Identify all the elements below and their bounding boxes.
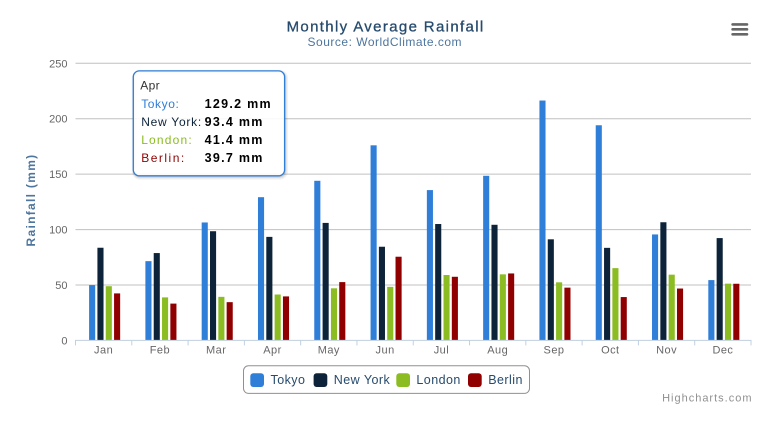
svg-text:250: 250 — [49, 58, 67, 70]
svg-text:Feb: Feb — [150, 345, 170, 357]
svg-text:93.4 mm: 93.4 mm — [205, 115, 264, 129]
svg-text:Jan: Jan — [94, 345, 113, 357]
svg-text:Apr: Apr — [140, 79, 160, 93]
svg-text:Berlin: Berlin — [488, 373, 523, 387]
svg-text:London: London — [416, 373, 460, 387]
svg-text:0: 0 — [61, 335, 67, 347]
svg-text:39.7 mm: 39.7 mm — [205, 151, 264, 165]
svg-text:Aug: Aug — [487, 345, 508, 357]
svg-text:Sep: Sep — [544, 345, 565, 357]
svg-text:41.4 mm: 41.4 mm — [205, 133, 264, 147]
svg-text:Oct: Oct — [601, 345, 619, 357]
svg-text:50: 50 — [55, 280, 67, 292]
svg-text:Jun: Jun — [376, 345, 395, 357]
svg-text:New York:: New York: — [141, 115, 202, 129]
svg-text:129.2 mm: 129.2 mm — [205, 97, 272, 111]
svg-text:200: 200 — [49, 114, 67, 126]
svg-text:Rainfall (mm): Rainfall (mm) — [24, 154, 38, 247]
svg-text:Dec: Dec — [712, 345, 733, 357]
svg-text:Highcharts.com: Highcharts.com — [662, 393, 752, 405]
svg-text:Tokyo: Tokyo — [271, 373, 306, 387]
svg-text:Tokyo:: Tokyo: — [141, 97, 179, 111]
svg-text:Monthly Average Rainfall: Monthly Average Rainfall — [287, 19, 485, 36]
svg-text:London:: London: — [141, 133, 193, 147]
svg-text:May: May — [318, 345, 340, 357]
svg-text:150: 150 — [49, 169, 67, 181]
svg-text:Berlin:: Berlin: — [141, 151, 186, 165]
svg-text:New York: New York — [334, 373, 391, 387]
svg-text:Jul: Jul — [434, 345, 449, 357]
svg-text:Nov: Nov — [656, 345, 677, 357]
svg-text:100: 100 — [49, 225, 67, 237]
svg-text:Source: WorldClimate.com: Source: WorldClimate.com — [308, 35, 463, 49]
svg-text:Apr: Apr — [263, 345, 281, 357]
svg-text:Mar: Mar — [206, 345, 226, 357]
